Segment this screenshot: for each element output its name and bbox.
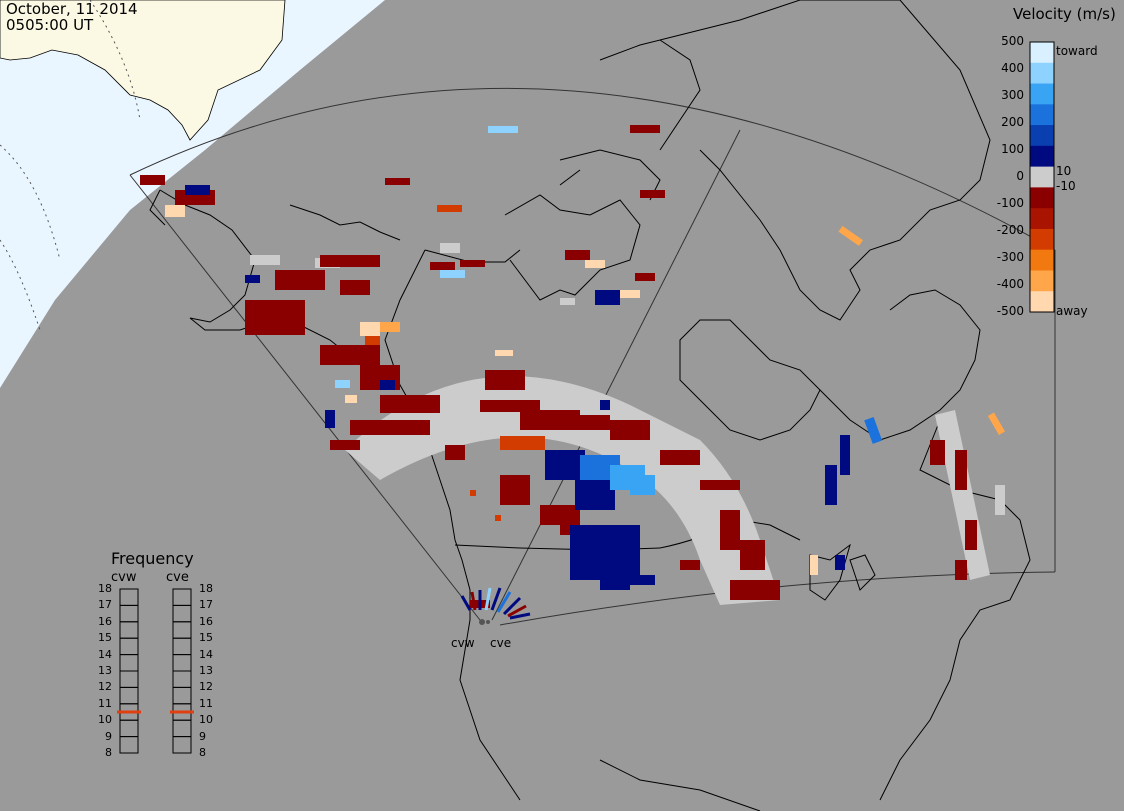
frequency-cve-cell: [172, 719, 192, 738]
velocity-tick: 300: [1001, 88, 1024, 102]
frequency-cvw-cell: [119, 686, 139, 705]
time-label: 0505:00 UT: [6, 16, 94, 34]
velocity-color-6: [1030, 166, 1054, 188]
frequency-tick: 17: [98, 598, 112, 612]
frequency-tick: 8: [105, 746, 112, 759]
velocity-colorbar-border: [1029, 41, 1055, 313]
velocity-color-10: [1030, 249, 1054, 271]
radar-site-fan: [460, 587, 531, 620]
frequency-tick: 12: [199, 680, 213, 694]
frequency-cve-cell: [172, 654, 192, 672]
velocity-color-7: [1030, 187, 1054, 209]
frequency-tick: 11: [98, 696, 112, 710]
frequency-col-cvw: cvw: [111, 570, 137, 585]
velocity-color-2: [1030, 83, 1054, 105]
velocity-tick: 100: [1001, 142, 1024, 156]
radar-site-cve: [486, 620, 490, 624]
latitude-grid: [0, 0, 141, 331]
frequency-cvw-cell: [119, 621, 139, 639]
frequency-cvw-cell: [119, 588, 139, 606]
velocity-color-5: [1030, 145, 1054, 168]
velocity-scale-title: Velocity (m/s): [1013, 5, 1116, 23]
frequency-cvw-cell: [119, 637, 139, 656]
frequency-bar-cvw: [117, 588, 141, 754]
frequency-tick: 17: [199, 598, 213, 612]
frequency-tick: 9: [199, 729, 206, 743]
frequency-tick: 14: [98, 647, 112, 661]
velocity-tick: 0: [1016, 169, 1024, 183]
velocity-color-8: [1030, 208, 1054, 230]
frequency-title: Frequency: [111, 549, 194, 568]
frequency-tick: 11: [199, 696, 213, 710]
sunlit-region: [0, 0, 385, 388]
frequency-cve-cell: [172, 588, 192, 606]
frequency-tick: 10: [199, 713, 213, 727]
velocity-color-1: [1030, 62, 1054, 85]
velocity-minus-ten: -10: [1056, 179, 1076, 193]
velocity-tick: -200: [996, 223, 1024, 237]
velocity-tick: 200: [1001, 115, 1024, 129]
date-label: October, 11 2014: [6, 0, 138, 18]
velocity-colorbar: [1029, 41, 1055, 313]
sunlit-land: [0, 0, 286, 141]
frequency-cve-cell: [172, 621, 192, 639]
velocity-scatter: [140, 125, 1005, 608]
velocity-tick: -100: [996, 196, 1024, 210]
coastlines: [149, 0, 1031, 811]
frequency-tick: 16: [199, 614, 213, 628]
frequency-cve-cell: [172, 604, 192, 623]
frequency-cvw-cell: [119, 670, 139, 688]
velocity-tick: 500: [1001, 34, 1024, 48]
frequency-cvw-cell: [119, 654, 139, 672]
frequency-cvw-cell: [119, 736, 139, 754]
radar-site-label-cve: cve: [490, 636, 512, 650]
velocity-color-11: [1030, 270, 1054, 292]
away-label: away: [1056, 304, 1088, 318]
frequency-cvw-cell: [119, 719, 139, 738]
frequency-cve-cell: [172, 736, 192, 754]
frequency-tick: 18: [98, 582, 112, 595]
velocity-color-3: [1030, 104, 1054, 126]
frequency-tick: 10: [98, 713, 112, 727]
radar-site-label-cvw: cvw: [451, 636, 475, 650]
velocity-tick: 400: [1001, 61, 1024, 75]
velocity-tick: -300: [996, 250, 1024, 264]
frequency-tick: 8: [199, 746, 206, 759]
velocity-color-4: [1030, 125, 1054, 147]
velocity-color-0: [1030, 42, 1054, 64]
frequency-tick: 16: [98, 614, 112, 628]
frequency-tick: 15: [98, 631, 112, 645]
radar-site-cvw: [479, 619, 485, 625]
frequency-tick: 12: [98, 680, 112, 694]
frequency-col-cve: cve: [166, 570, 189, 585]
frequency-cvw-cell: [119, 604, 139, 623]
frequency-tick: 13: [199, 664, 213, 677]
frequency-tick: 13: [98, 664, 112, 677]
frequency-cve-cell: [172, 637, 192, 656]
frequency-cve-cell: [172, 686, 192, 705]
velocity-color-12: [1030, 291, 1054, 313]
velocity-tick: -400: [996, 277, 1024, 291]
velocity-color-9: [1030, 228, 1054, 251]
frequency-tick: 14: [199, 647, 213, 661]
velocity-plus-ten: 10: [1056, 164, 1072, 178]
velocity-tick: -500: [996, 304, 1024, 318]
frequency-tick: 15: [199, 631, 213, 645]
toward-label: toward: [1056, 44, 1098, 58]
frequency-tick: 9: [105, 729, 112, 743]
frequency-tick: 18: [199, 582, 213, 595]
frequency-cve-cell: [172, 670, 192, 688]
frequency-bar-cve: [170, 588, 194, 754]
